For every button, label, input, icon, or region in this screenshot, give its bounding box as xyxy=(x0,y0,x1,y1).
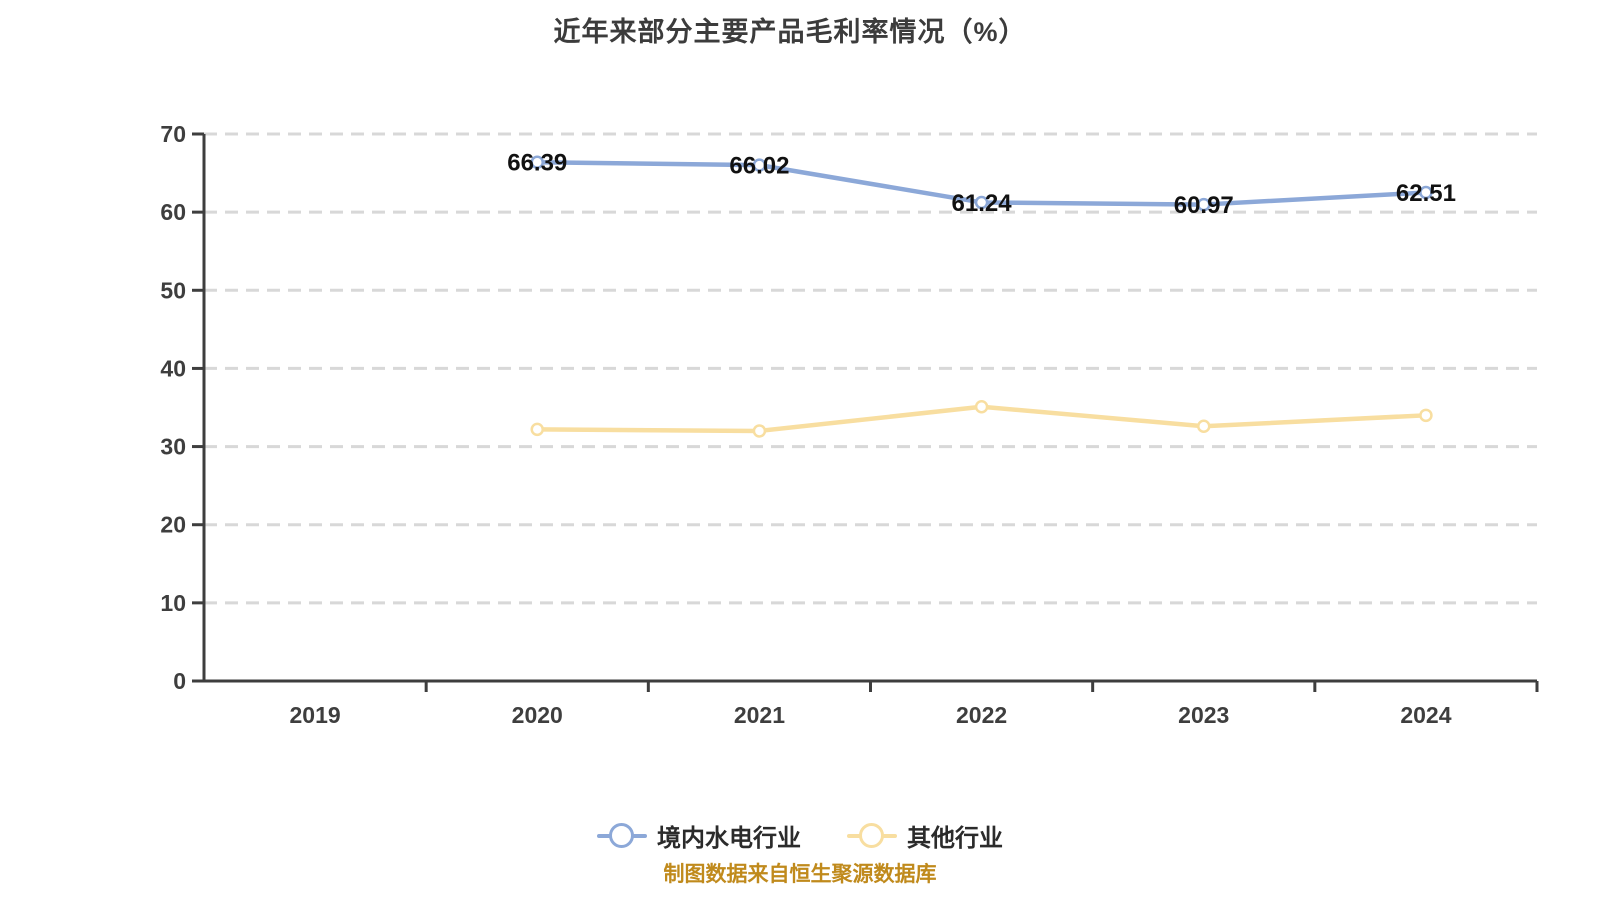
y-axis-label-60: 60 xyxy=(160,199,186,225)
data-label-0-2022: 61.24 xyxy=(952,190,1013,217)
data-point-0-2023[interactable] xyxy=(1197,197,1211,212)
data-point-1-2022[interactable] xyxy=(974,399,989,414)
x-axis-label-2019: 2019 xyxy=(289,702,340,728)
data-label-0-2021: 66.02 xyxy=(729,153,789,180)
legend-circle xyxy=(609,822,634,848)
legend-marker-icon xyxy=(847,822,897,849)
x-axis-label-2020: 2020 xyxy=(512,702,563,728)
data-point-0-2024[interactable] xyxy=(1419,185,1433,200)
data-point-1-2020[interactable] xyxy=(530,422,544,437)
data-point-1-2021[interactable] xyxy=(752,424,767,438)
y-axis-label-10: 10 xyxy=(160,590,186,616)
chart-title: 近年来部分主要产品毛利率情况（%） xyxy=(553,17,1027,47)
x-axis-label-2023: 2023 xyxy=(1178,702,1229,728)
legend-circle xyxy=(859,822,884,848)
x-axis-label-2022: 2022 xyxy=(956,702,1007,728)
y-axis-label-40: 40 xyxy=(160,355,186,381)
y-axis-label-0: 0 xyxy=(173,668,186,694)
data-point-1-2023[interactable] xyxy=(1197,419,1211,434)
x-axis-label-2024: 2024 xyxy=(1400,702,1451,728)
legend-label-0: 境内水电行业 xyxy=(657,825,801,852)
data-label-0-2020: 66.39 xyxy=(507,150,567,177)
data-point-0-2020[interactable] xyxy=(530,155,544,169)
y-axis-label-20: 20 xyxy=(160,512,186,538)
chart-legend: 境内水电行业 其他行业 xyxy=(0,818,1600,853)
x-axis-label-2021: 2021 xyxy=(734,702,785,728)
data-point-0-2022[interactable] xyxy=(974,195,989,210)
data-point-0-2021[interactable] xyxy=(752,158,767,172)
legend-marker-icon xyxy=(597,822,647,849)
data-label-0-2023: 60.97 xyxy=(1174,192,1234,219)
data-source-note: 制图数据来自恒生聚源数据库 xyxy=(663,863,937,886)
legend-item-1[interactable]: 其他行业 xyxy=(847,818,1003,853)
data-point-1-2024[interactable] xyxy=(1419,408,1433,423)
data-label-0-2024: 62.51 xyxy=(1396,180,1456,207)
y-axis-label-30: 30 xyxy=(160,434,186,460)
legend-label-1: 其他行业 xyxy=(907,825,1003,852)
y-axis-label-70: 70 xyxy=(160,121,186,147)
legend-item-0[interactable]: 境内水电行业 xyxy=(597,818,801,853)
y-axis-label-50: 50 xyxy=(160,277,186,303)
line-chart-canvas: 0 10 20 30 40 50 60 70 2019 2020 2021 2022 2023 2024 6… xyxy=(160,121,1539,728)
